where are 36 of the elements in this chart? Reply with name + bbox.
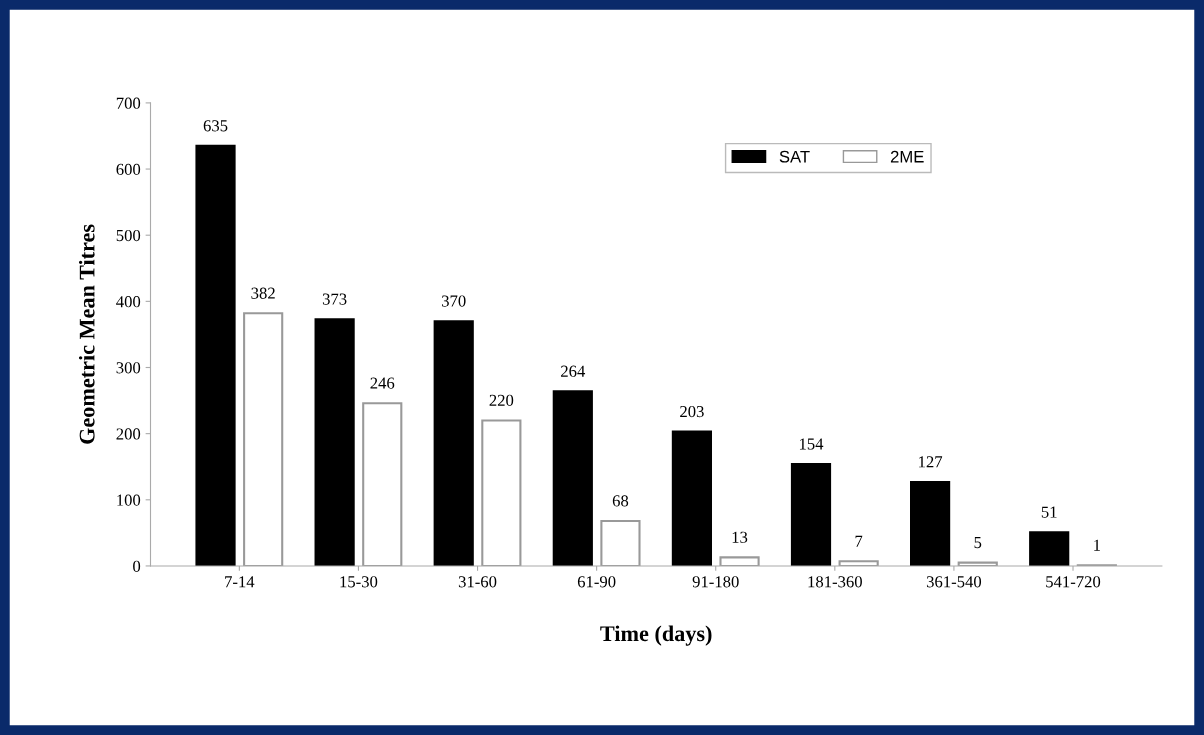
x-tick-label: 361-540 xyxy=(926,576,982,588)
data-label: 68 xyxy=(612,495,629,507)
x-tick-label: 7-14 xyxy=(225,576,255,588)
x-tick-label: 181-360 xyxy=(808,576,862,588)
data-label: 264 xyxy=(561,365,586,377)
data-label: 220 xyxy=(489,394,514,406)
y-tick-label: 200 xyxy=(116,428,141,440)
data-label: 635 xyxy=(203,120,228,132)
y-tick-label: 500 xyxy=(116,229,141,242)
y-tick-label: 400 xyxy=(116,296,141,308)
y-tick-label: 700 xyxy=(116,97,141,109)
data-label: 246 xyxy=(370,377,395,389)
data-label: 382 xyxy=(251,287,275,299)
x-tick-label: 541-720 xyxy=(1046,576,1101,588)
legend-label: 2ME xyxy=(890,150,924,163)
data-label: 373 xyxy=(322,293,347,305)
data-label: 13 xyxy=(732,531,748,543)
y-tick-label: 600 xyxy=(116,163,141,175)
data-label: 127 xyxy=(919,456,943,468)
y-axis-title: Geometric Mean Titres xyxy=(78,224,95,444)
data-label: 1 xyxy=(1094,539,1100,551)
data-label: 154 xyxy=(799,438,824,450)
y-tick-label: 100 xyxy=(117,494,141,506)
legend-label: SAT xyxy=(779,150,810,163)
x-axis-title: Time (days) xyxy=(600,625,712,646)
x-tick-label: 15-30 xyxy=(340,576,378,588)
data-label: 5 xyxy=(974,537,982,549)
x-tick-label: 91-180 xyxy=(692,576,739,588)
data-label: 370 xyxy=(442,295,466,307)
x-tick-label: 31-60 xyxy=(458,576,497,588)
x-tick-label: 61-90 xyxy=(577,576,616,588)
data-label: 7 xyxy=(855,535,863,547)
y-tick-label: 0 xyxy=(133,560,141,572)
y-tick-label: 300 xyxy=(116,362,141,374)
data-label: 203 xyxy=(680,405,704,418)
data-label: 51 xyxy=(1041,506,1057,518)
